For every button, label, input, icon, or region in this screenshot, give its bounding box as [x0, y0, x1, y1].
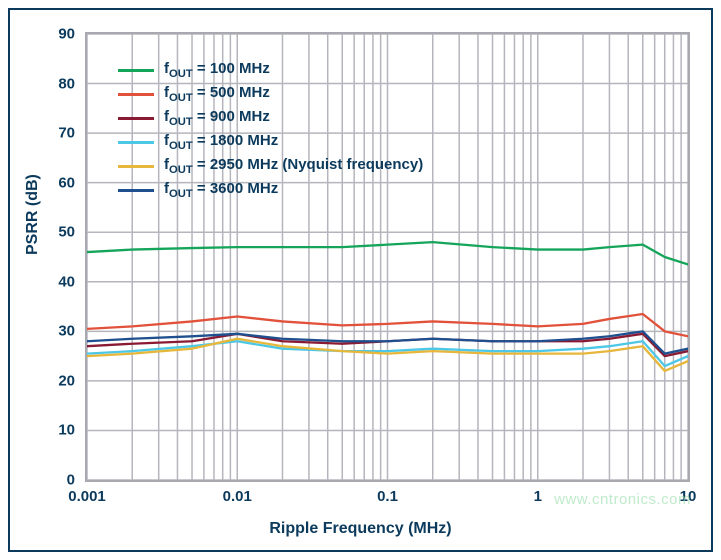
legend-item: fOUT = 2950 MHz (Nyquist frequency) [118, 154, 423, 178]
legend-swatch [118, 189, 154, 192]
y-tick-label: 40 [35, 273, 75, 290]
legend-label: fOUT = 2950 MHz (Nyquist frequency) [164, 156, 423, 176]
legend-label: fOUT = 3600 MHz [164, 180, 278, 200]
x-axis-label: Ripple Frequency (MHz) [10, 520, 711, 538]
y-tick-label: 90 [35, 26, 75, 43]
y-tick-label: 60 [35, 174, 75, 191]
watermark: www.cntronics.com [554, 491, 691, 508]
legend-label: fOUT = 100 MHz [164, 60, 270, 80]
series-line [87, 314, 688, 336]
chart-frame: PSRR (dB) Ripple Frequency (MHz) 0102030… [8, 8, 713, 552]
y-tick-label: 50 [35, 224, 75, 241]
x-tick-label: 0.1 [377, 488, 398, 505]
legend-label: fOUT = 1800 MHz [164, 132, 278, 152]
series-line [87, 242, 688, 264]
legend-swatch [118, 69, 154, 72]
y-tick-label: 70 [35, 125, 75, 142]
legend-swatch [118, 117, 154, 120]
y-tick-label: 0 [35, 472, 75, 489]
legend-item: fOUT = 100 MHz [118, 58, 423, 82]
y-tick-label: 10 [35, 422, 75, 439]
legend-swatch [118, 165, 154, 168]
x-tick-label: 1 [534, 488, 542, 505]
legend: fOUT = 100 MHz fOUT = 500 MHz fOUT = 900 M… [118, 58, 423, 202]
series-line [87, 339, 688, 371]
y-tick-label: 20 [35, 372, 75, 389]
legend-item: fOUT = 3600 MHz [118, 178, 423, 202]
legend-item: fOUT = 500 MHz [118, 82, 423, 106]
y-tick-label: 80 [35, 75, 75, 92]
x-tick-label: 0.01 [223, 488, 252, 505]
y-tick-label: 30 [35, 323, 75, 340]
legend-label: fOUT = 900 MHz [164, 108, 270, 128]
legend-swatch [118, 93, 154, 96]
x-tick-label: 0.001 [68, 488, 106, 505]
legend-item: fOUT = 900 MHz [118, 106, 423, 130]
legend-swatch [118, 141, 154, 144]
legend-item: fOUT = 1800 MHz [118, 130, 423, 154]
legend-label: fOUT = 500 MHz [164, 84, 270, 104]
